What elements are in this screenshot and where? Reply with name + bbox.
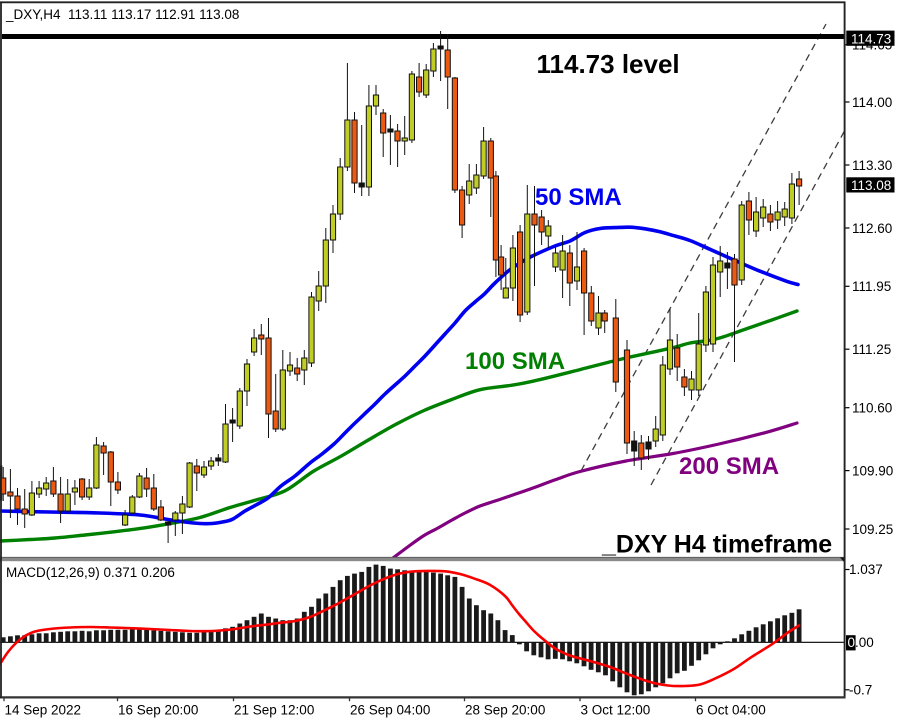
svg-text:100 SMA: 100 SMA bbox=[465, 348, 565, 375]
svg-text:_DXY,H4 113.11 113.17 112.91: _DXY,H4 113.11 113.17 112.91 113.08 bbox=[5, 7, 239, 22]
svg-text:21 Sep 12:00: 21 Sep 12:00 bbox=[234, 703, 314, 718]
svg-text:111.25: 111.25 bbox=[852, 342, 891, 357]
svg-text:-0.7: -0.7 bbox=[849, 682, 872, 697]
svg-text:6 Oct 04:00: 6 Oct 04:00 bbox=[696, 703, 766, 718]
svg-text:0: 0 bbox=[848, 635, 856, 650]
svg-text:114.73: 114.73 bbox=[851, 31, 891, 46]
svg-text:50 SMA: 50 SMA bbox=[535, 184, 622, 211]
svg-text:114.73 level: 114.73 level bbox=[537, 49, 680, 79]
svg-text:110.60: 110.60 bbox=[852, 401, 892, 416]
svg-text:28 Sep 20:00: 28 Sep 20:00 bbox=[465, 703, 545, 718]
svg-text:200 SMA: 200 SMA bbox=[679, 453, 779, 480]
svg-text:14 Sep 2022: 14 Sep 2022 bbox=[5, 703, 82, 718]
svg-text:109.90: 109.90 bbox=[852, 463, 893, 478]
svg-text:3 Oct 12:00: 3 Oct 12:00 bbox=[581, 703, 651, 718]
svg-text:26 Sep 04:00: 26 Sep 04:00 bbox=[350, 703, 430, 718]
svg-text:16 Sep 20:00: 16 Sep 20:00 bbox=[118, 703, 198, 718]
svg-text:_DXY H4 timeframe: _DXY H4 timeframe bbox=[601, 531, 832, 559]
svg-text:109.25: 109.25 bbox=[852, 522, 893, 537]
svg-text:1.037: 1.037 bbox=[849, 562, 883, 577]
svg-text:113.08: 113.08 bbox=[851, 178, 891, 193]
svg-text:111.95: 111.95 bbox=[852, 279, 891, 294]
svg-text:MACD(12,26,9) 0.371 0.206: MACD(12,26,9) 0.371 0.206 bbox=[6, 565, 175, 580]
svg-text:114.00: 114.00 bbox=[852, 95, 892, 110]
svg-text:112.60: 112.60 bbox=[852, 221, 892, 236]
svg-text:113.30: 113.30 bbox=[852, 158, 892, 173]
